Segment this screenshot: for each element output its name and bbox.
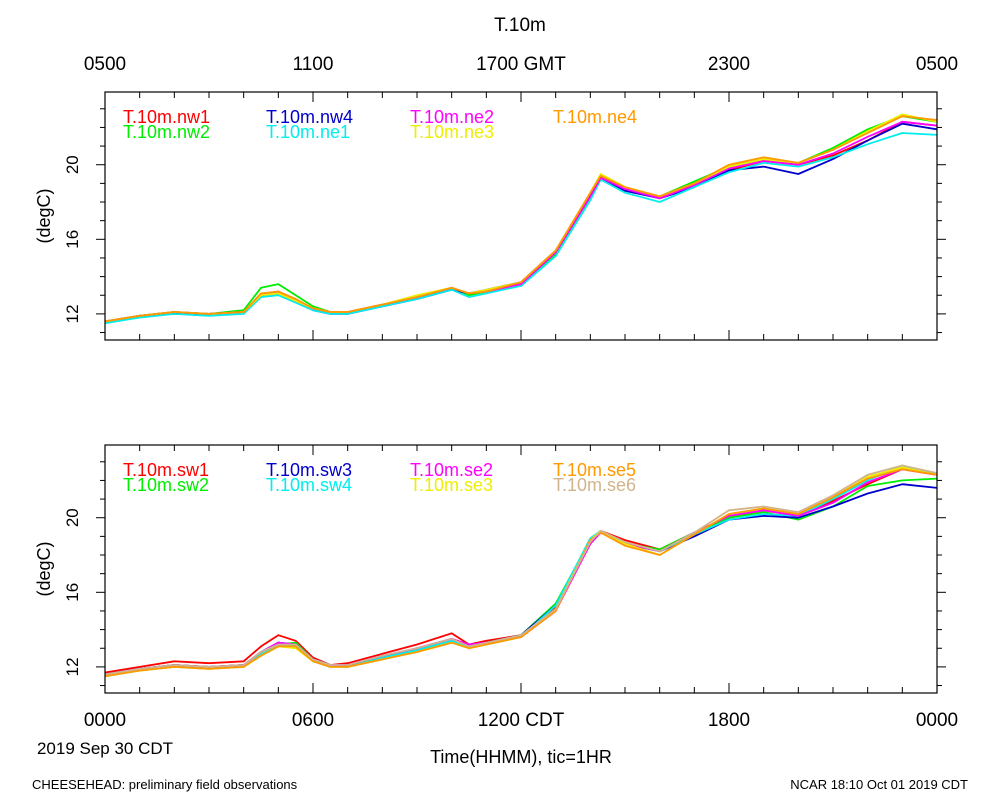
legend-entry: T.10m.nw1 (123, 107, 210, 127)
y-tick-label: 16 (63, 583, 82, 602)
bottom-time-label-0: 0000 (84, 710, 126, 731)
series-line-T.10m.sw1 (105, 468, 937, 674)
legend-entry: T.10m.ne1 (266, 122, 350, 142)
plot-frame (104, 444, 938, 694)
series-line-T.10m.se2 (105, 468, 937, 676)
series-line-T.10m.se6 (105, 464, 937, 676)
plot-frame (104, 91, 938, 341)
top-panel: 121620(degC)T.10m.nw1T.10m.nw2T.10m.nw4T… (34, 91, 946, 341)
legend-entry: T.10m.nw2 (123, 122, 210, 142)
series-lines (105, 113, 937, 325)
bottom-panel: 121620(degC)T.10m.sw1T.10m.sw2T.10m.sw3T… (34, 444, 946, 694)
y-tick-label: 20 (63, 508, 82, 527)
y-axis-label: (degC) (34, 541, 54, 596)
bottom-time-label-4: 0000 (916, 710, 958, 731)
top-time-label-2: 1700 GMT (476, 54, 566, 75)
series-line-T.10m.nw2 (105, 115, 937, 323)
bottom-time-label-1: 0600 (292, 710, 334, 731)
legend-entry: T.10m.se3 (410, 475, 493, 495)
series-line-T.10m.ne2 (105, 120, 937, 323)
footer-left: CHEESEHEAD: preliminary field observatio… (32, 777, 298, 792)
series-line-T.10m.se5 (105, 468, 937, 678)
series-line-T.10m.ne4 (105, 115, 937, 323)
legend-entry: T.10m.se6 (553, 475, 636, 495)
legend-entry: T.10m.sw4 (266, 475, 352, 495)
y-tick-label: 16 (63, 230, 82, 249)
legend-entry: T.10m.sw2 (123, 475, 209, 495)
top-time-label-4: 0500 (916, 54, 958, 75)
y-tick-label: 12 (63, 304, 82, 323)
chart-title: T.10m (494, 15, 546, 36)
bottom-time-label-3: 1800 (708, 710, 750, 731)
bottom-time-label-2: 1200 CDT (478, 710, 565, 731)
series-lines (105, 464, 937, 678)
top-time-label-1: 1100 (293, 54, 334, 75)
series-line-T.10m.nw1 (105, 120, 937, 323)
legend-entry: T.10m.se2 (410, 460, 493, 480)
y-tick-label: 12 (63, 657, 82, 676)
date-label: 2019 Sep 30 CDT (37, 739, 173, 758)
x-axis-label: Time(HHMM), tic=1HR (430, 747, 612, 767)
legend-entry: T.10m.ne3 (410, 122, 494, 142)
series-line-T.10m.sw4 (105, 464, 937, 678)
legend-entry: T.10m.sw1 (123, 460, 209, 480)
legend-entry: T.10m.ne2 (410, 107, 494, 127)
legend-entry: T.10m.ne4 (553, 107, 637, 127)
series-line-T.10m.ne1 (105, 132, 937, 325)
series-line-T.10m.sw3 (105, 483, 937, 676)
series-line-T.10m.ne3 (105, 113, 937, 323)
legend-entry: T.10m.se5 (553, 460, 636, 480)
legend-entry: T.10m.sw3 (266, 460, 352, 480)
y-axis-label: (degC) (34, 188, 54, 243)
series-line-T.10m.nw4 (105, 122, 937, 323)
series-line-T.10m.se3 (105, 466, 937, 678)
top-time-label-3: 2300 (708, 54, 750, 75)
y-tick-label: 20 (63, 155, 82, 174)
top-time-label-0: 0500 (84, 54, 126, 75)
footer-right: NCAR 18:10 Oct 01 2019 CDT (790, 777, 968, 792)
legend-entry: T.10m.nw4 (266, 107, 353, 127)
